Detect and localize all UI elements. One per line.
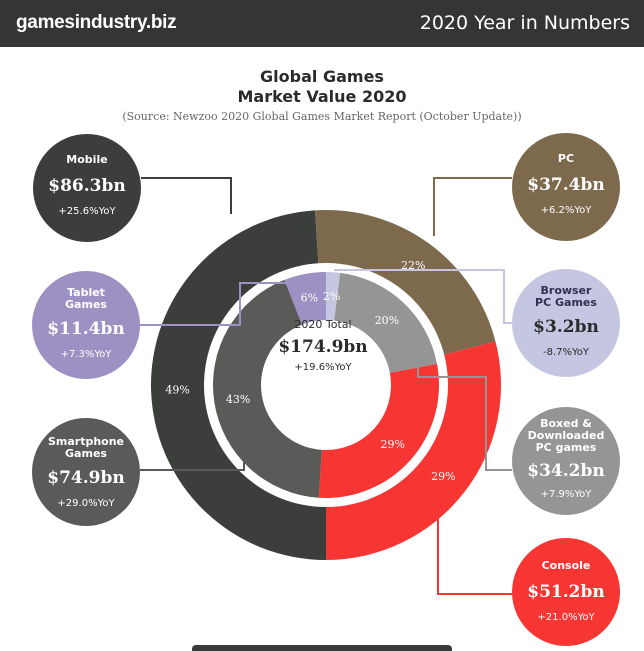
chart-source: (Source: Newzoo 2020 Global Games Market… — [122, 110, 522, 123]
connector-console — [437, 507, 512, 595]
bubble-pc: PC $37.4bn +6.2%YoY — [512, 133, 620, 241]
outer-slice-pc — [315, 210, 496, 355]
bubble-console-name: Console — [541, 559, 591, 572]
inner-slice-tablet-games — [284, 272, 326, 325]
inner-label-tablet-games: 6% — [301, 292, 318, 305]
bubble-boxed-name: Boxed & Downloaded PC games — [527, 417, 605, 454]
center-total: 2020 Total $174.9bn +19.6%YoY — [268, 318, 378, 373]
inner-label-console: 29% — [381, 438, 405, 451]
bubble-console: Console $51.2bn +21.0%YoY — [512, 538, 620, 646]
bubble-mobile-name: Mobile — [66, 153, 108, 166]
bubble-boxed-value: $34.2bn — [527, 461, 605, 481]
bubble-pc-value: $37.4bn — [527, 175, 605, 195]
bubble-boxed-yoy: +7.9%YoY — [540, 489, 592, 500]
bubble-browser-yoy: -8.7%YoY — [542, 347, 590, 358]
header-bar: gamesindustry.biz 2020 Year in Numbers — [0, 0, 644, 47]
inner-label-browser-pc-games: 2% — [323, 290, 340, 303]
bubble-smartphone-yoy: +29.0%YoY — [57, 498, 115, 509]
center-total-yoy: +19.6%YoY — [294, 362, 352, 373]
bubble-mobile-yoy: +25.6%YoY — [58, 206, 116, 217]
connector-tablet — [140, 282, 305, 326]
bubble-console-value: $51.2bn — [527, 582, 605, 602]
connector-mobile — [141, 177, 232, 214]
connector-pc — [433, 177, 512, 236]
connector-boxed — [417, 352, 512, 471]
bubble-tablet-yoy: +7.3%YoY — [60, 349, 112, 360]
bubble-smartphone-value: $74.9bn — [47, 468, 125, 488]
outer-slice-mobile — [150, 210, 326, 560]
bubble-browser-name: Browser PC Games — [535, 284, 597, 309]
brand-logo[interactable]: gamesindustry.biz — [16, 12, 177, 33]
header-title: 2020 Year in Numbers — [419, 12, 630, 34]
bubble-smartphone-name: Smartphone Games — [47, 435, 125, 460]
bubble-tablet-value: $11.4bn — [47, 319, 125, 339]
bubble-tablet-name: Tablet Games — [65, 286, 107, 311]
connector-smartphone — [140, 446, 245, 471]
outer-label-console: 29% — [431, 470, 455, 483]
chart-title-line2: Market Value 2020 — [237, 87, 407, 106]
outer-label-pc: 22% — [401, 259, 425, 272]
bubble-browser-value: $3.2bn — [533, 317, 599, 337]
bubble-browser-pc-games: Browser PC Games $3.2bn -8.7%YoY — [512, 269, 620, 377]
inner-slice-browser-pc-games — [326, 272, 341, 321]
outer-slice-console — [326, 341, 501, 560]
inner-label-boxed-downloaded-pc-games: 20% — [375, 314, 399, 327]
inner-slice-console — [318, 363, 440, 499]
center-total-value: $174.9bn — [278, 337, 368, 357]
bubble-mobile: Mobile $86.3bn +25.6%YoY — [33, 134, 141, 242]
chart-title-line1: Global Games — [260, 67, 384, 86]
bubble-pc-yoy: +6.2%YoY — [540, 205, 592, 216]
inner-slice-smartphone-games — [213, 279, 322, 498]
connector-browser — [334, 269, 512, 324]
outer-label-mobile: 49% — [165, 384, 189, 397]
bubble-smartphone-games: Smartphone Games $74.9bn +29.0%YoY — [32, 418, 140, 526]
bottom-strip — [192, 645, 452, 651]
bubble-tablet-games: Tablet Games $11.4bn +7.3%YoY — [32, 271, 140, 379]
bubble-mobile-value: $86.3bn — [48, 176, 126, 196]
bubble-boxed-downloaded-pc-games: Boxed & Downloaded PC games $34.2bn +7.9… — [512, 407, 620, 515]
inner-label-smartphone-games: 43% — [226, 393, 250, 406]
bubble-console-yoy: +21.0%YoY — [537, 612, 595, 623]
bubble-pc-name: PC — [557, 152, 575, 165]
inner-slice-boxed-downloaded-pc-games — [334, 272, 437, 373]
center-total-label: 2020 Total — [294, 318, 352, 331]
